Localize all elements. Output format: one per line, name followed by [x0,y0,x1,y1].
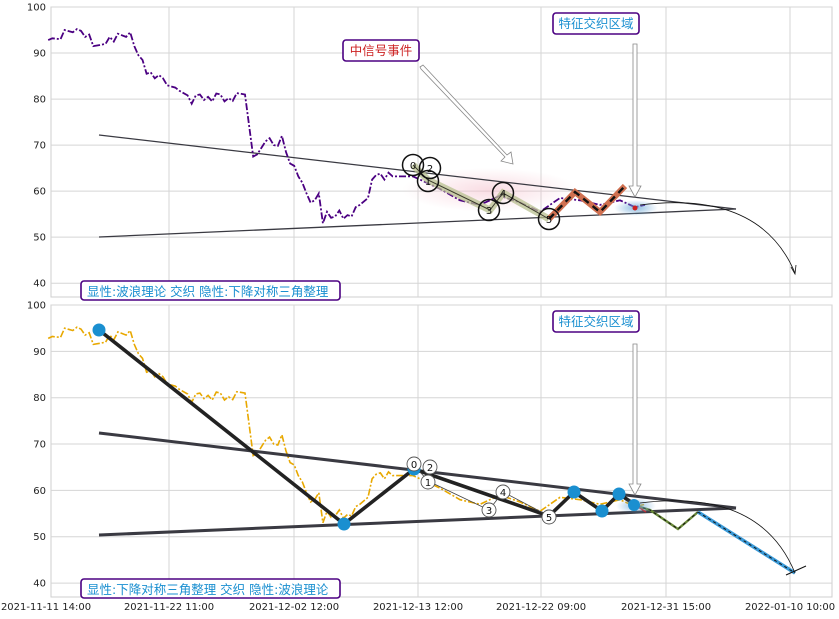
y-tick-label: 70 [33,440,46,451]
projection-arrowhead [790,264,797,276]
bottom-wave-marker-4: 4 [495,484,511,500]
x-tick-label: 2021-11-22 11:00 [124,602,214,613]
zigzag-node-start [92,323,106,337]
y-tick-label: 90 [33,347,46,358]
top-caption: 显性:波浪理论 交织 隐性:下降对称三角整理 [87,284,329,299]
y-tick-label: 50 [33,532,46,543]
y-tick-label: 50 [33,233,46,244]
y-tick-label: 70 [33,141,46,152]
svg-text:3: 3 [486,506,492,517]
signal-glow [402,168,578,212]
svg-text:4: 4 [500,488,506,499]
projection-end-cap [785,565,807,576]
y-tick-label: 40 [33,279,46,290]
x-tick-label: 2021-12-02 12:00 [249,602,339,613]
feature-zone-box-bottom [552,310,640,333]
feature-zone-box-top [552,12,640,35]
projection-curve [639,202,796,274]
y-tick-label: 60 [33,486,46,497]
feature-zone-label-top: 特征交织区域 [558,16,633,31]
wave-marker-5: 5 [537,207,561,231]
signal-event-label: 中信号事件 [350,43,413,58]
zigzag-node-low3 [595,504,609,518]
top-caption-box [80,280,341,301]
y-tick-label: 60 [33,187,46,198]
feature-zone-dot [632,205,638,211]
bottom-wave-marker-1: 1 [420,474,436,490]
svg-text:2: 2 [427,463,433,474]
zigzag-dash [548,185,626,220]
feature-zone-label-bottom: 特征交织区域 [558,314,633,329]
bottom-projection-curve [639,500,796,574]
bottom-wave-marker-0: 0 [406,456,422,472]
x-tick-label: 2021-12-22 09:00 [496,602,586,613]
top-plot-frame [50,6,833,298]
y-tick-label: 80 [33,393,46,404]
x-tick-label: 2021-12-13 12:00 [373,602,463,613]
wave-marker-3: 3 [477,198,501,222]
y-tick-label: 80 [33,95,46,106]
bottom-wave-marker-5: 5 [541,509,557,525]
wave-marker-1: 1 [416,169,440,193]
zigzag-node-low1 [337,517,351,531]
svg-text:1: 1 [425,177,431,188]
signal-arrow [419,64,514,165]
top-y-ticks: 40 50 60 70 80 90 100 [27,3,46,290]
svg-text:3: 3 [486,206,492,217]
x-tick-label: 2021-11-11 14:00 [1,602,91,613]
top-panel: 40 50 60 70 80 90 100 0 2 1 3 4 5 中信号事件 [27,3,833,301]
bottom-wave-marker-2: 2 [422,459,438,475]
x-tick-label: 2021-12-31 15:00 [621,602,711,613]
zigzag-node-end [628,499,640,511]
zigzag-node-high2 [567,485,581,499]
x-tick-label: 2022-01-10 10:00 [745,602,835,613]
bottom-wave-marker-3: 3 [481,502,497,518]
svg-text:5: 5 [546,215,552,226]
y-tick-label: 100 [27,301,46,312]
wave-marker-4: 4 [491,181,515,205]
bottom-caption: 显性:下降对称三角整理 交织 隐性:波浪理论 [87,582,329,597]
svg-text:4: 4 [500,189,506,200]
svg-text:5: 5 [546,513,552,524]
bottom-caption-box [80,578,341,599]
feature-arrow-bottom [628,343,642,496]
svg-text:0: 0 [410,161,416,172]
svg-text:2: 2 [427,164,433,175]
svg-text:1: 1 [425,478,431,489]
bottom-plot-frame [50,304,833,598]
y-tick-label: 90 [33,49,46,60]
projection-blue-dash [697,511,796,574]
wave-marker-2: 2 [418,156,442,180]
signal-event-box [342,39,420,62]
wave-marker-0: 0 [401,153,425,177]
y-tick-label: 100 [27,3,46,14]
svg-text:0: 0 [411,460,417,471]
zigzag-node-high3 [612,487,626,501]
bottom-y-ticks: 40 50 60 70 80 90 100 [27,301,46,590]
x-ticks: 2021-11-11 14:00 2021-11-22 11:00 2021-12-… [1,602,835,613]
bottom-grid [51,304,832,597]
bottom-price-line [47,326,646,524]
y-tick-label: 40 [33,579,46,590]
top-price-line [47,28,646,224]
feature-arrow-top [628,43,642,198]
